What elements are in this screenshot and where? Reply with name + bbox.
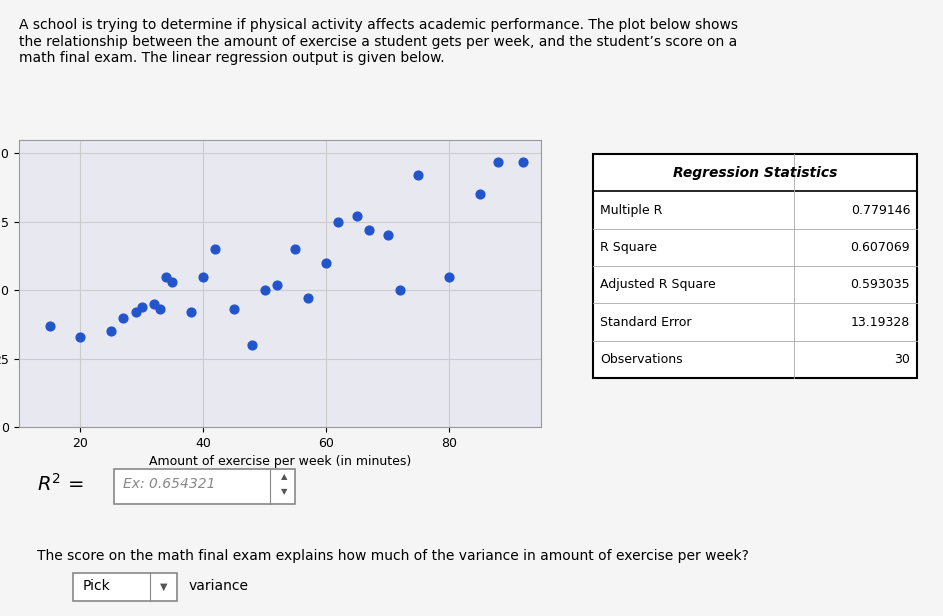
Point [208,244,223,254]
Text: ▼: ▼ [281,487,288,496]
Text: Pick: Pick [82,580,110,593]
Text: ▼: ▼ [160,582,168,591]
Text: ▲: ▲ [281,472,288,481]
Point [195,272,210,282]
Bar [74,573,177,601]
Point [361,225,376,235]
Text: 13.19328: 13.19328 [851,315,910,329]
Text: Ex: 0.654321: Ex: 0.654321 [123,477,215,491]
Point [331,217,346,227]
Text: The score on the math final exam explains how much of the variance in amount of : The score on the math final exam explain… [37,549,749,563]
Point [104,326,119,336]
Text: Regression Statistics: Regression Statistics [673,166,837,180]
Text: Adjusted R Square: Adjusted R Square [601,278,716,291]
Bar [593,154,918,378]
Point [128,307,143,317]
Point [349,211,364,221]
Text: 0.593035: 0.593035 [851,278,910,291]
Point [134,302,149,312]
Point [42,321,58,331]
Bar [114,469,295,504]
Text: A school is trying to determine if physical activity affects academic performanc: A school is trying to determine if physi… [19,18,737,65]
Point [165,277,180,287]
Point [153,304,168,314]
Point [116,313,131,323]
Point [226,304,241,314]
Text: Standard Error: Standard Error [601,315,692,329]
X-axis label: Amount of exercise per week (in minutes): Amount of exercise per week (in minutes) [149,455,411,468]
Point [158,272,174,282]
Point [380,230,395,240]
Point [319,258,334,268]
Text: variance: variance [189,580,248,593]
Point [411,170,426,180]
Point [490,156,505,166]
Point [300,293,315,303]
Point [288,244,303,254]
Point [270,280,285,290]
Point [515,156,530,166]
Point [392,285,407,295]
Text: $R^2$ =: $R^2$ = [37,473,84,495]
Text: R Square: R Square [601,241,657,254]
Point [441,272,456,282]
Point [183,307,198,317]
Text: Observations: Observations [601,353,683,366]
Text: 30: 30 [894,353,910,366]
Point [245,340,260,350]
Text: Multiple R: Multiple R [601,203,663,217]
Text: 0.607069: 0.607069 [851,241,910,254]
Point [472,190,488,200]
Point [257,285,273,295]
Point [146,299,161,309]
Text: 0.779146: 0.779146 [851,203,910,217]
Point [73,332,88,342]
